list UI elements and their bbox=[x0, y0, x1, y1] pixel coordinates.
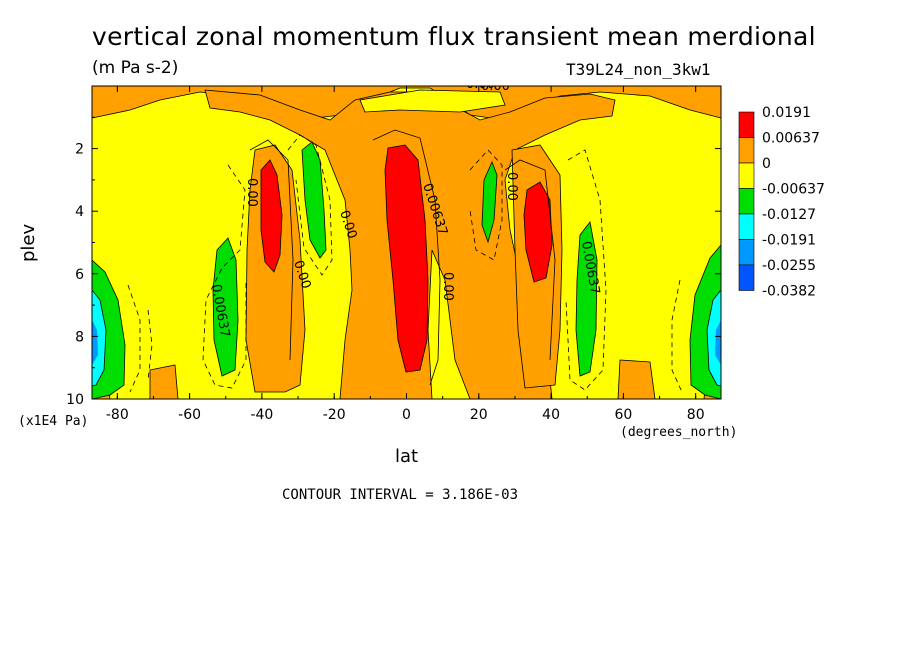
y-axis-label: plev bbox=[18, 223, 39, 262]
strong-positive-region bbox=[384, 144, 429, 373]
negative-contour bbox=[287, 134, 333, 276]
negative-region bbox=[301, 141, 327, 259]
x-axis-label: lat bbox=[395, 446, 419, 467]
strongest-negative-region bbox=[715, 320, 721, 365]
legend-label: 0 bbox=[762, 156, 771, 172]
negative-contour bbox=[565, 149, 607, 391]
legend-swatch bbox=[738, 264, 755, 291]
run-label: T39L24_non_3kw1 bbox=[566, 60, 711, 79]
positive-contour bbox=[249, 139, 294, 361]
positive-region bbox=[149, 364, 179, 399]
y-tick-label: 4 bbox=[75, 204, 84, 220]
x-tick-label: 80 bbox=[687, 407, 705, 423]
x-tick-label: -20 bbox=[323, 407, 346, 423]
neutral-region bbox=[359, 89, 506, 113]
y-tick-label: 10 bbox=[66, 392, 84, 408]
negative-contour bbox=[469, 149, 503, 261]
y-axis-units: (x1E4 Pa) bbox=[18, 414, 89, 429]
strongest-negative-region bbox=[92, 320, 98, 365]
legend-label: -0.0191 bbox=[762, 233, 816, 249]
x-tick-label: -40 bbox=[250, 407, 273, 423]
strong-negative-region bbox=[92, 289, 107, 387]
legend-label: 0.00637 bbox=[762, 131, 820, 147]
strong-positive-region bbox=[260, 159, 283, 273]
x-tick-label: 60 bbox=[614, 407, 632, 423]
x-tick-label: -60 bbox=[178, 407, 201, 423]
negative-contour bbox=[127, 284, 141, 393]
contour-interval-note: CONTOUR INTERVAL = 3.186E-03 bbox=[282, 487, 519, 503]
strong-negative-region bbox=[706, 289, 721, 387]
contour-label: 0.00 bbox=[466, 77, 495, 92]
contour-label: 0.00 bbox=[440, 272, 455, 301]
legend-swatch bbox=[738, 188, 755, 215]
positive-contour bbox=[504, 159, 556, 361]
negative-contour bbox=[202, 164, 247, 389]
x-tick-label: 40 bbox=[542, 407, 560, 423]
legend-label: -0.0127 bbox=[762, 207, 816, 223]
negative-contour bbox=[671, 279, 683, 393]
x-axis-units: (degrees_north) bbox=[620, 425, 738, 440]
strong-positive-region bbox=[523, 181, 553, 283]
legend-label: -0.0382 bbox=[762, 284, 816, 300]
positive-contour bbox=[372, 129, 441, 386]
contour-label: 0.00 bbox=[244, 178, 259, 207]
x-tick-label: -80 bbox=[106, 407, 129, 423]
negative-region bbox=[575, 221, 598, 377]
x-tick-label: 20 bbox=[470, 407, 488, 423]
legend-swatch bbox=[738, 137, 755, 164]
y-tick-label: 8 bbox=[75, 329, 84, 345]
y-axis: 2 4 6 8 10 bbox=[66, 116, 721, 408]
negative-region bbox=[212, 237, 239, 377]
negative-region bbox=[481, 160, 498, 244]
legend-swatch bbox=[738, 239, 755, 266]
positive-region bbox=[617, 359, 656, 399]
y-tick-label: 6 bbox=[75, 267, 84, 283]
negative-contour bbox=[147, 309, 153, 381]
legend-label: -0.00637 bbox=[762, 182, 825, 198]
chart-title: vertical zonal momentum flux transient m… bbox=[92, 22, 816, 51]
chart-units: (m Pa s-2) bbox=[92, 58, 179, 78]
x-axis: -80 -60 -40 -20 0 20 40 60 80 bbox=[106, 86, 705, 423]
contour-label: 0.00 bbox=[481, 79, 510, 94]
x-tick-label: 0 bbox=[402, 407, 411, 423]
color-legend: 0.0191 0.00637 0 -0.00637 -0.0127 -0.0191 -0.0… bbox=[738, 105, 825, 300]
y-tick-label: 2 bbox=[75, 142, 84, 158]
contour-field: 0.000.006370.000.000.000.000.006370.000.… bbox=[92, 77, 721, 399]
legend-label: 0.0191 bbox=[762, 105, 811, 121]
contour-label: 0.00 bbox=[504, 172, 519, 201]
legend-swatch bbox=[738, 213, 755, 240]
legend-label: -0.0255 bbox=[762, 258, 816, 274]
legend-swatch bbox=[738, 162, 755, 189]
legend-swatch bbox=[738, 111, 755, 138]
